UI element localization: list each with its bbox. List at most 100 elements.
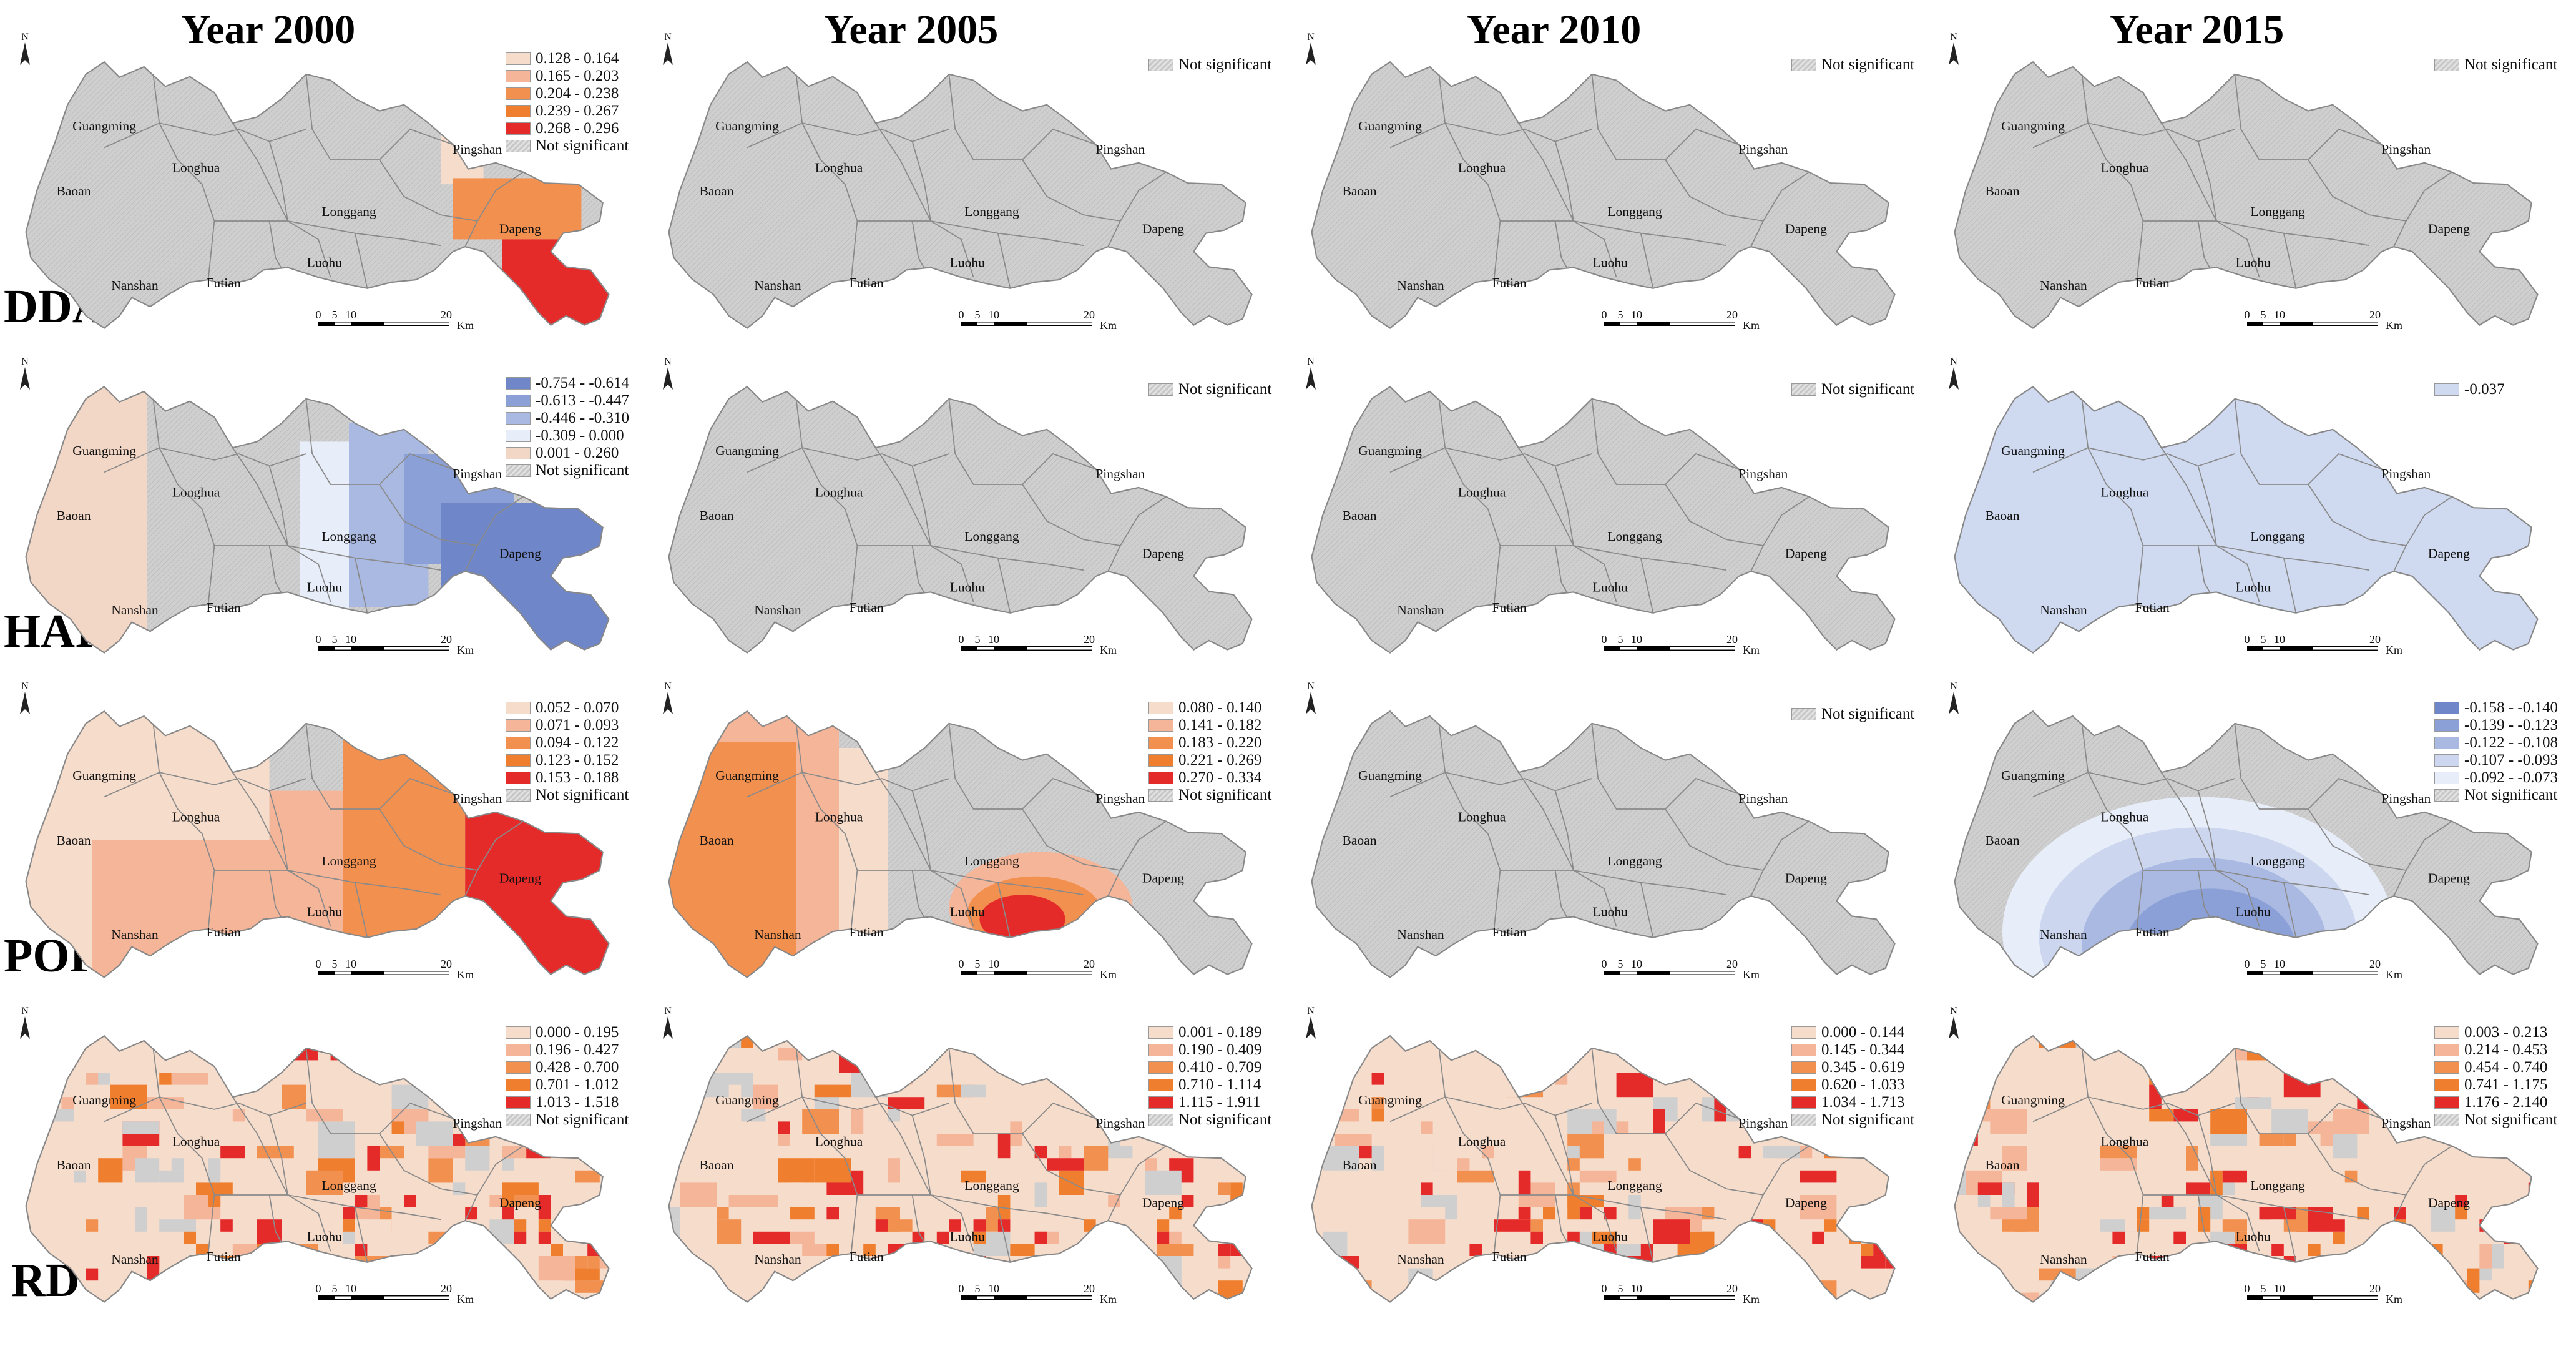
rd-cell <box>2247 1231 2272 1244</box>
legend-item: -0.446 - -0.310 <box>506 410 629 427</box>
district-label-baoan: Baoan <box>56 833 91 848</box>
rd-cell <box>1095 1146 1109 1159</box>
rd-hotspot <box>257 1244 270 1256</box>
rd-hotspot <box>404 1195 416 1207</box>
legend-swatch <box>506 464 531 477</box>
legend-swatch <box>506 447 531 459</box>
rd-cell <box>778 1158 815 1183</box>
legend-swatch <box>506 430 531 442</box>
district-boundary <box>214 220 441 247</box>
district-label-guangming: Guangming <box>2001 119 2065 134</box>
rd-cell <box>1941 1269 1954 1293</box>
legend-swatch <box>2434 383 2459 396</box>
district-label-baoan: Baoan <box>56 508 91 523</box>
district-boundary <box>1389 122 1592 149</box>
legend: -0.158 - -0.140 -0.139 - -0.123 -0.122 - -… <box>2434 699 2558 804</box>
rd-hotspot <box>538 1231 551 1244</box>
district-boundary <box>747 772 949 798</box>
rd-hotspot <box>1169 1207 1182 1220</box>
district-boundary <box>2393 820 2452 897</box>
legend-label: 1.013 - 1.518 <box>536 1094 619 1111</box>
rd-cell <box>802 1109 839 1134</box>
north-label: N <box>664 681 672 692</box>
legend: -0.037 <box>2434 381 2505 398</box>
rd-cell <box>453 1268 477 1293</box>
district-label-baoan: Baoan <box>1985 833 2019 848</box>
scale-bar: 0 5 10 20 Km <box>316 1282 474 1305</box>
column-title-2005: Year 2005 <box>824 7 999 52</box>
rd-cell <box>1071 1073 1084 1098</box>
rd-cell <box>839 1268 876 1293</box>
legend-item: Not significant <box>506 137 629 155</box>
hai-zone-b4 <box>300 441 349 626</box>
rd-cell <box>1206 1305 1230 1317</box>
scale-tick-label: 5 <box>332 958 338 970</box>
district-label-futian: Futian <box>850 275 884 290</box>
rd-cell <box>391 1121 404 1134</box>
district-boundary <box>2197 1194 2211 1243</box>
rd-cell <box>668 1219 680 1244</box>
legend-item: 0.428 - 0.700 <box>506 1059 629 1076</box>
scale-tick-label: 0 <box>959 958 964 970</box>
district-label-futian: Futian <box>2135 275 2170 290</box>
legend-label: -0.158 - -0.140 <box>2464 699 2558 716</box>
scale-tick-label: 0 <box>959 308 964 321</box>
scale-tick-label: 5 <box>1618 633 1623 646</box>
scale-tick-label: 10 <box>345 958 356 970</box>
north-arrow-icon: N <box>20 1006 30 1039</box>
scale-bar: 0 5 10 20 Km <box>2245 958 2403 981</box>
column-title-2010: Year 2010 <box>1467 7 1642 52</box>
rd-cell <box>2333 1109 2369 1134</box>
map-svg: Guangming Baoan Longhua Longgang Pingshan Dap… <box>1306 681 1896 981</box>
rd-hotspot <box>1157 1219 1170 1232</box>
rd-cell <box>489 1060 502 1073</box>
rd-cell <box>1836 1256 1849 1269</box>
legend: 0.080 - 0.140 0.141 - 0.182 0.183 - 0.220 0… <box>1148 699 1271 804</box>
district-boundary <box>2308 128 2382 160</box>
district-boundary <box>2283 558 2297 613</box>
scale-tick-label: 5 <box>1618 1282 1623 1295</box>
rd-cell <box>1941 1232 1954 1244</box>
rd-cell <box>986 1305 998 1317</box>
rd-cell <box>986 1207 998 1232</box>
rd-cell <box>2149 1109 2174 1122</box>
city-boundary <box>1954 710 2539 978</box>
scale-tick-label: 0 <box>1602 633 1607 646</box>
rd-cell <box>1702 1036 1726 1048</box>
rd-cell <box>1702 1048 1726 1073</box>
rd-hotspot <box>2161 1195 2174 1207</box>
map-svg: Guangming Baoan Longhua Longgang Pingshan Dap… <box>1949 32 2539 332</box>
rd-cell <box>86 1268 99 1281</box>
scale-tick-label: 0 <box>959 633 964 646</box>
rd-hotspot <box>912 1231 925 1244</box>
rd-cell <box>1108 1195 1120 1207</box>
rd-cell <box>2173 1256 2211 1269</box>
district-label-nanshan: Nanshan <box>1397 602 1444 617</box>
rd-cell <box>888 1097 925 1109</box>
city-boundary <box>1954 1034 2539 1303</box>
rd-cell <box>1335 1134 1372 1146</box>
rd-cell <box>26 1195 49 1220</box>
rd-hotspot <box>2504 1219 2517 1232</box>
scale-tick-label: 20 <box>441 958 452 970</box>
legend-item: 0.741 - 1.175 <box>2434 1076 2557 1094</box>
rd-cell <box>502 1182 539 1195</box>
rd-cell <box>2431 1207 2456 1232</box>
legend-label: Not significant <box>1821 1111 1915 1128</box>
rd-cell <box>367 1268 380 1293</box>
legend-swatch <box>506 1044 531 1056</box>
rd-cell <box>1812 1280 1837 1302</box>
legend-swatch <box>1791 59 1816 71</box>
rd-cell <box>1954 1170 1966 1195</box>
scale-tick-label: 5 <box>975 1282 981 1295</box>
district-label-pingshan: Pingshan <box>1738 791 1788 806</box>
rd-cell <box>1311 1207 1323 1220</box>
legend-swatch <box>506 789 531 802</box>
rd-hotspot <box>973 1231 986 1244</box>
map-panel-hai-2010: Guangming Baoan Longhua Longgang Pingshan Dap… <box>1292 356 1936 680</box>
rd-cell <box>2516 1207 2538 1220</box>
rd-cell <box>2479 1244 2492 1269</box>
rd-hotspot <box>2418 1256 2431 1269</box>
north-arrow-icon: N <box>663 356 673 390</box>
legend-item: 0.454 - 0.740 <box>2434 1059 2557 1076</box>
